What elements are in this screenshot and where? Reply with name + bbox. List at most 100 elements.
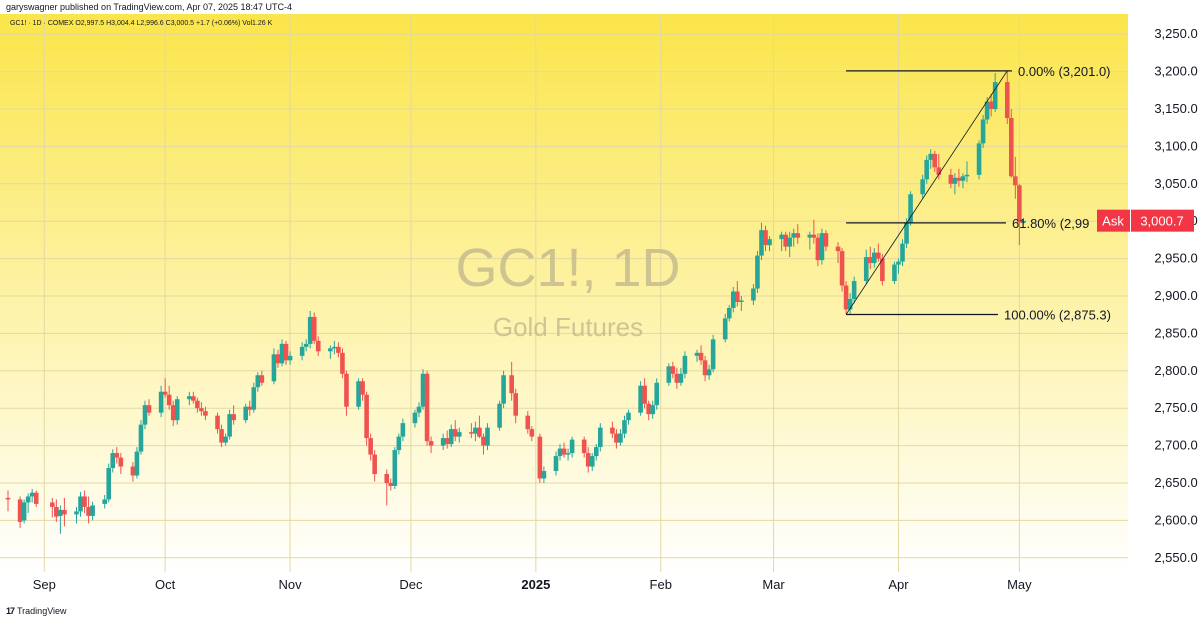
candle-body	[695, 353, 700, 356]
candle-body	[167, 395, 172, 405]
candle-body	[54, 507, 59, 517]
candle-body	[699, 353, 704, 360]
candle-body	[961, 176, 966, 180]
candle-body	[949, 175, 954, 184]
candle	[139, 420, 144, 454]
candle-body	[417, 407, 422, 413]
candle-body	[340, 353, 345, 374]
candle-body	[864, 257, 869, 281]
candle-body	[703, 360, 708, 375]
candle-body	[243, 407, 248, 420]
candle-body	[401, 423, 406, 436]
x-tick-label: 2025	[521, 577, 550, 592]
candle-body	[920, 179, 925, 194]
candle-body	[86, 507, 91, 516]
footer-brand[interactable]: 17 TradingView	[6, 606, 67, 616]
candle-body	[425, 374, 430, 441]
candle-body	[626, 413, 631, 420]
candle-body	[74, 511, 79, 514]
candle-body	[62, 510, 67, 514]
candle-body	[344, 374, 349, 407]
candle-body	[477, 428, 482, 437]
candle-body	[570, 440, 575, 453]
candle	[538, 434, 543, 483]
candle-body	[598, 428, 603, 447]
candle-body	[509, 375, 514, 393]
candle-body	[336, 347, 341, 353]
candle-body	[195, 401, 200, 408]
candle-body	[119, 458, 124, 467]
candle-body	[485, 428, 490, 446]
candle-body	[755, 256, 760, 289]
candle-body	[368, 438, 373, 454]
candle-body	[981, 119, 986, 143]
y-tick-label: 3,200.0	[1154, 64, 1197, 79]
candle-body	[30, 493, 35, 497]
y-tick-label: 2,850.0	[1154, 325, 1197, 340]
x-tick-label: May	[1007, 577, 1032, 592]
y-tick-label: 2,700.0	[1154, 438, 1197, 453]
candle-body	[18, 499, 23, 521]
candle-body	[924, 160, 929, 179]
candle-body	[256, 375, 261, 387]
candle-body	[614, 434, 619, 443]
candle-body	[397, 437, 402, 450]
candle-body	[171, 405, 176, 420]
fib-level-label: 0.00% (3,201.0)	[1018, 64, 1111, 79]
candle-body	[779, 235, 784, 239]
candle-body	[513, 393, 518, 415]
candle-body	[469, 432, 474, 433]
candle-body	[795, 233, 800, 237]
candle-body	[836, 247, 841, 251]
candle-body	[251, 387, 256, 409]
candle-body	[953, 178, 958, 184]
candle-body	[175, 399, 180, 420]
candle-body	[280, 344, 285, 363]
candle-body	[393, 450, 398, 486]
candle-body	[78, 496, 83, 511]
candle-body	[727, 308, 732, 318]
candle-body	[360, 381, 365, 394]
candle-body	[739, 300, 744, 301]
candle-body	[586, 453, 591, 466]
candle-body	[227, 414, 232, 436]
candle-body	[582, 440, 587, 453]
candle-body	[791, 233, 796, 237]
candle-body	[932, 154, 937, 167]
candle-body	[163, 392, 168, 395]
candle-body	[957, 178, 962, 181]
candle-body	[147, 405, 152, 412]
candle-body	[723, 318, 728, 339]
candle-body	[820, 233, 825, 260]
y-tick-label: 3,150.0	[1154, 101, 1197, 116]
y-tick-label: 3,100.0	[1154, 138, 1197, 153]
candle-body	[638, 386, 643, 413]
candle-body	[566, 453, 571, 454]
candle-body	[453, 429, 458, 436]
candle-body	[26, 496, 31, 502]
candle	[654, 378, 659, 409]
candle-body	[1013, 176, 1018, 185]
candle-body	[22, 502, 27, 520]
candle	[638, 381, 643, 415]
x-tick-label: Apr	[888, 577, 909, 592]
candle-body	[707, 369, 712, 375]
candle-body	[272, 354, 277, 381]
x-tick-label: Feb	[650, 577, 672, 592]
candle-body	[892, 265, 897, 281]
candle-body	[646, 404, 651, 414]
y-tick-label: 2,750.0	[1154, 400, 1197, 415]
ask-tag-label: Ask	[1102, 214, 1124, 229]
candle-body	[388, 483, 393, 486]
fib-level-label: 100.00% (2,875.3)	[1004, 307, 1111, 322]
candle-body	[671, 366, 676, 373]
candle-body	[1005, 82, 1010, 118]
candle-body	[429, 441, 434, 445]
candle-body	[852, 281, 857, 299]
candle	[755, 251, 760, 293]
y-tick-label: 2,650.0	[1154, 475, 1197, 490]
candle-body	[203, 411, 208, 415]
candle	[106, 464, 111, 503]
candle-body	[542, 471, 547, 478]
